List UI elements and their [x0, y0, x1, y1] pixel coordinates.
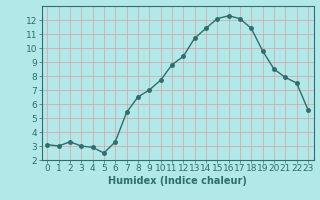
X-axis label: Humidex (Indice chaleur): Humidex (Indice chaleur): [108, 176, 247, 186]
